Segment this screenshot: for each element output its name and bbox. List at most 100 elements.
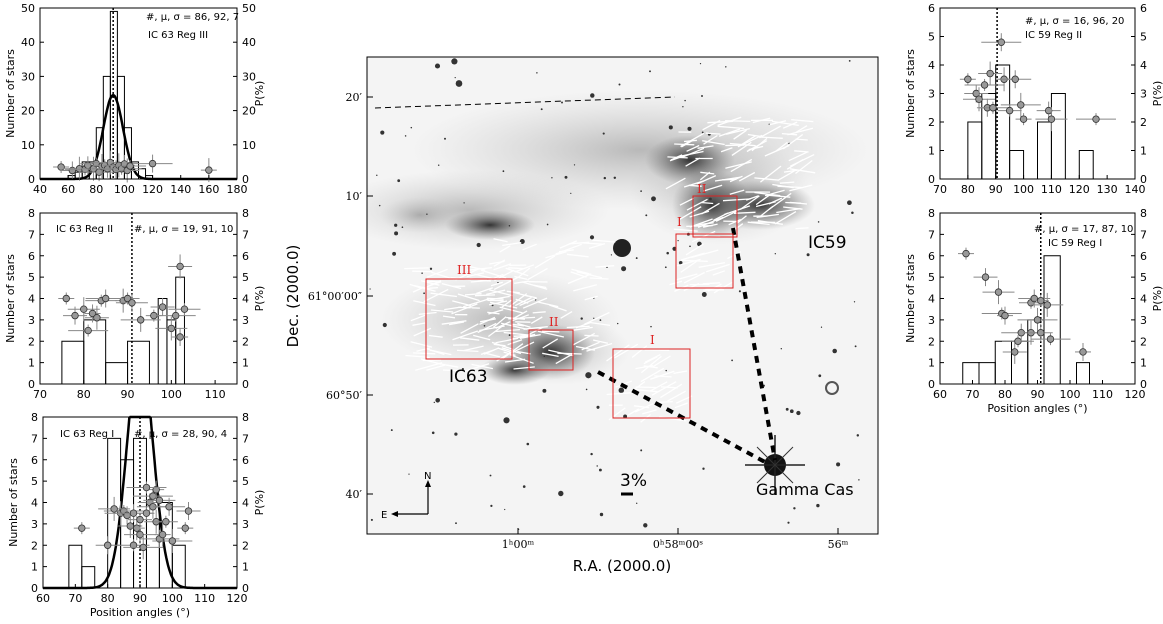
polarization-vector	[426, 268, 448, 278]
polarization-vector	[573, 284, 597, 292]
polarization-vector	[517, 322, 531, 328]
p-tick-label: 0	[242, 378, 249, 391]
polarization-vector	[486, 273, 504, 282]
polarization-vector	[725, 161, 752, 169]
region-ic63-reg2	[528, 329, 574, 371]
star	[382, 322, 387, 328]
polarization-vector	[606, 392, 633, 396]
x-tick-label: 90	[1031, 388, 1045, 401]
y-tick-label: 4	[928, 293, 935, 306]
polarization-vector	[501, 299, 512, 308]
polarization-vector	[457, 293, 480, 302]
polarization-vector	[514, 264, 535, 273]
data-point	[980, 81, 989, 89]
star	[699, 62, 702, 65]
star	[508, 334, 511, 336]
star	[454, 76, 456, 79]
data-point	[148, 159, 157, 168]
data-point	[168, 537, 177, 545]
region-label: IC 63 Reg III	[148, 30, 208, 41]
x-tick-label: 110	[205, 388, 226, 401]
polarization-vector	[606, 344, 630, 362]
y-axis-label: Number of stars	[904, 254, 917, 343]
polarization-vector	[451, 303, 478, 315]
data-point	[180, 305, 189, 313]
star	[376, 174, 378, 177]
polarization-vector	[688, 184, 702, 187]
polarization-vector	[549, 304, 567, 312]
p-tick-label: 7	[242, 228, 249, 241]
polarization-vector	[685, 157, 701, 167]
star	[434, 63, 441, 69]
polarization-vector	[514, 275, 528, 280]
data-point	[1017, 101, 1025, 109]
star	[378, 204, 381, 207]
polarization-vector	[635, 364, 654, 370]
star	[392, 251, 397, 256]
polarization-vector	[489, 260, 505, 265]
star	[564, 175, 568, 179]
polarization-vector	[674, 402, 688, 409]
x-tick-label: 80	[89, 183, 103, 196]
star	[820, 326, 823, 328]
x-tick-label: 80	[101, 592, 115, 605]
y-axis-label: Number of stars	[904, 49, 917, 138]
polarization-vector	[665, 177, 686, 190]
data-point	[139, 543, 147, 552]
x-tick-label: 110	[194, 592, 215, 605]
polarization-vector	[683, 271, 705, 284]
star	[589, 235, 595, 240]
x-tick-label: 140	[170, 183, 191, 196]
polarization-vector	[614, 343, 639, 359]
polarization-vector	[502, 241, 522, 247]
star	[725, 66, 727, 68]
y-axis-label: Number of stars	[7, 458, 20, 547]
polarization-vector	[643, 365, 658, 369]
star	[851, 211, 854, 214]
y-tick-label: 0	[28, 173, 35, 186]
data-point	[95, 168, 103, 176]
x-tick-label: 110	[1092, 388, 1113, 401]
x-axis-label: Position angles (°)	[90, 606, 190, 619]
p-tick-label: 0	[1140, 173, 1147, 186]
polarization-vector	[412, 322, 426, 326]
y-tick-label: 3	[28, 314, 35, 327]
star	[785, 407, 789, 411]
polarization-vector	[588, 242, 606, 250]
polarization-vector	[504, 358, 526, 363]
star	[702, 467, 705, 470]
star	[618, 83, 621, 86]
polarization-vector	[518, 267, 531, 278]
polarization-vector	[501, 347, 522, 355]
polarization-vector	[586, 342, 613, 352]
image-ylabel: Dec. (2000.0)	[284, 245, 302, 348]
polarization-vector	[429, 349, 452, 356]
y-tick-label: 8	[928, 207, 935, 220]
polarization-vector	[460, 323, 479, 334]
polarization-vector	[640, 355, 662, 374]
star	[599, 319, 602, 321]
polarization-vector	[471, 363, 494, 370]
nebula-rendering: II I III II I IC59 IC63 Gamma Cas 3% N E	[367, 58, 870, 530]
polarization-vector	[776, 207, 801, 214]
p-tick-label: 30	[242, 70, 256, 83]
star	[503, 417, 510, 424]
hist-bar	[1009, 150, 1025, 180]
polarization-vector	[700, 171, 715, 175]
data-point	[1044, 106, 1053, 115]
polarization-vector	[519, 333, 541, 339]
star	[856, 434, 860, 437]
polarization-vector	[774, 211, 797, 225]
polarization-vector	[428, 334, 443, 338]
data-point	[162, 518, 170, 526]
y-tick-label: 5	[28, 271, 35, 284]
y-tick-label: 0	[28, 378, 35, 391]
y-tick-label: 8	[31, 411, 38, 424]
data-point	[989, 104, 997, 112]
y-tick-label: 8	[28, 207, 35, 220]
polarization-vector	[566, 253, 589, 258]
star	[455, 522, 457, 525]
region-ic63-reg1	[612, 348, 691, 419]
region-label: IC 59 Reg I	[1048, 238, 1102, 249]
panel-ic63-reg2: 70 80 90 100 110 0 0 1 1 2 2 3 3 4 4 5 5 6 6 7 7 8 8 Number of …	[4, 207, 266, 401]
